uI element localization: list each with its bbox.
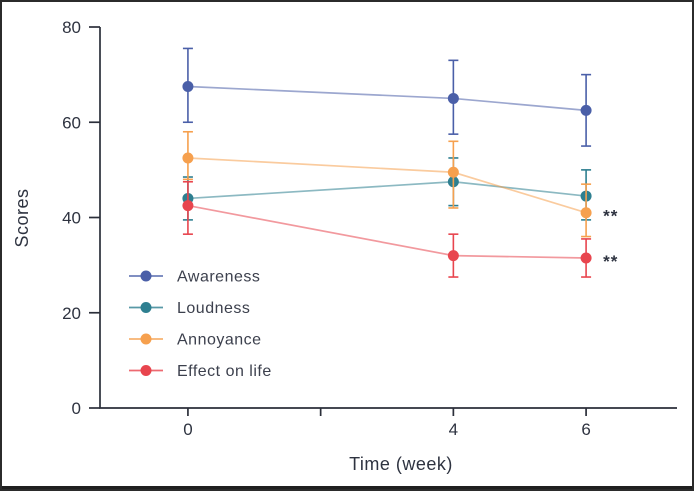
data-point <box>580 104 592 116</box>
y-tick-label: 20 <box>62 304 81 323</box>
legend-label: Effect on life <box>177 363 272 380</box>
data-point <box>447 250 459 262</box>
data-point <box>580 252 592 264</box>
x-axis-title: Time (week) <box>349 454 453 474</box>
y-tick-label: 0 <box>72 399 81 418</box>
legend-item-annoyance: Annoyance <box>129 332 262 349</box>
series-loudness <box>182 157 592 221</box>
series-line <box>187 204 587 259</box>
data-point <box>447 92 459 104</box>
legend-marker <box>140 333 152 345</box>
data-point <box>182 81 194 93</box>
plot-area: 0 20 40 60 80 0 4 6 ** ** Awareness Loudness Annoyan… <box>62 18 677 439</box>
x-tick-label: 4 <box>449 420 458 439</box>
series-line <box>187 85 587 112</box>
legend-label: Annoyance <box>177 332 262 349</box>
y-axis-title: Scores <box>12 188 32 247</box>
y-tick-label: 80 <box>62 18 81 37</box>
x-tick-label: 6 <box>581 420 590 439</box>
data-point <box>182 200 194 212</box>
data-point <box>447 166 459 178</box>
legend-marker <box>140 365 152 376</box>
series-awareness <box>182 47 592 147</box>
significance-marker: ** <box>603 252 618 271</box>
series-effect-on-life <box>182 180 592 278</box>
data-point <box>580 207 592 219</box>
x-tick-label: 0 <box>183 420 192 439</box>
legend: Awareness Loudness Annoyance Effect on life <box>129 269 272 380</box>
series-annoyance <box>182 130 592 238</box>
significance-marker: ** <box>603 207 618 226</box>
legend-item-loudness: Loudness <box>129 300 250 317</box>
legend-label: Loudness <box>177 300 250 317</box>
y-tick-label: 60 <box>62 113 81 132</box>
data-point <box>182 152 194 164</box>
series-line <box>187 180 587 200</box>
legend-item-effect-on-life: Effect on life <box>129 363 272 380</box>
legend-marker <box>140 302 152 313</box>
legend-label: Awareness <box>177 269 260 286</box>
legend-item-awareness: Awareness <box>129 269 260 286</box>
y-tick-label: 40 <box>62 209 81 228</box>
legend-marker <box>140 270 152 282</box>
